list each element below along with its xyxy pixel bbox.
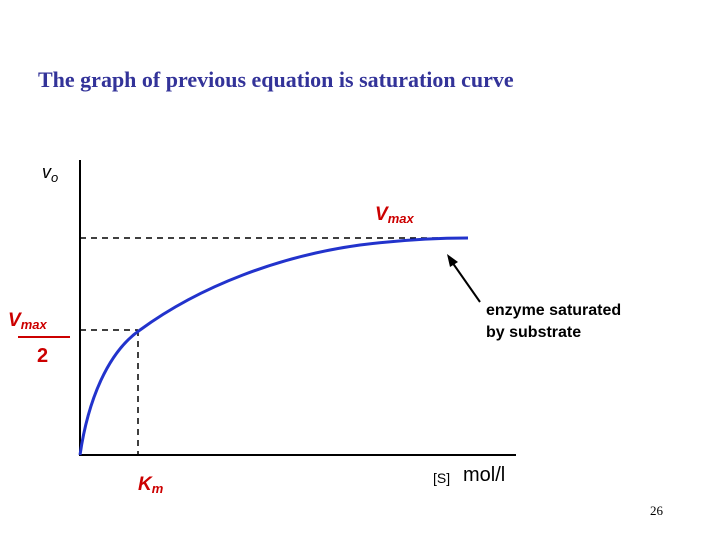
annotation-arrow <box>451 261 481 303</box>
label-main: V <box>375 204 389 225</box>
label-sub: o <box>51 170 58 185</box>
km-label: Km <box>138 474 164 496</box>
annotation-line: enzyme saturated <box>486 302 621 319</box>
x-axis-bracket: [S] <box>433 470 450 486</box>
label-sub: m <box>152 481 164 496</box>
half-vmax-label: Vmax <box>8 310 47 332</box>
label-main: V <box>8 310 22 331</box>
arrow-head <box>447 254 458 267</box>
label-main: v <box>42 162 52 182</box>
saturation-curve <box>78 236 469 456</box>
label-main: K <box>138 474 153 495</box>
vmax-label: Vmax <box>375 204 414 226</box>
x-axis-unit: mol/l <box>463 464 505 486</box>
label-sub: max <box>21 317 48 332</box>
annotation-line: by substrate <box>486 324 581 341</box>
y-axis-label: vo <box>42 162 58 185</box>
half-vmax-denominator: 2 <box>37 345 48 367</box>
label-sub: max <box>388 211 415 226</box>
page-number: 26 <box>650 503 664 518</box>
slide-title: The graph of previous equation is satura… <box>38 67 514 92</box>
